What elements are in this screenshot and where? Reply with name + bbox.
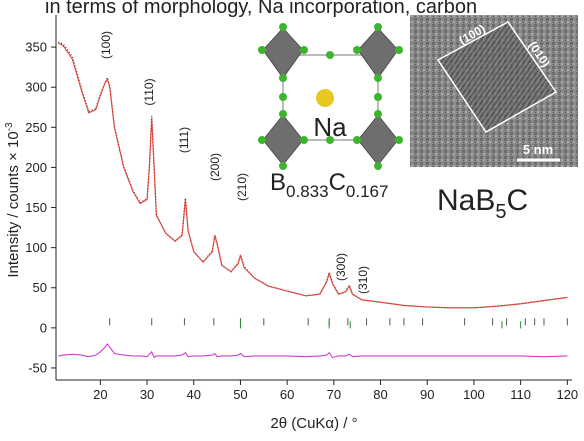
y-label-text: Intensity / counts × 10 — [5, 131, 22, 277]
x-tick-label: 100 — [463, 387, 485, 402]
subscript: 0.833 — [286, 182, 329, 201]
peak-label: (300) — [334, 253, 348, 281]
element: B — [270, 169, 286, 196]
y-tick-label: -50 — [28, 360, 47, 375]
peak-label: (100) — [99, 31, 113, 59]
compound-part: C — [506, 184, 528, 217]
x-axis-label: 2θ (CuKα) / ° — [270, 415, 357, 432]
y-label-exp: -3 — [4, 122, 15, 131]
y-tick-label: 150 — [25, 200, 47, 215]
peak-labels: (100) (110) (111) (200) (210) (300) (310… — [99, 31, 370, 294]
x-tick-label: 120 — [556, 387, 578, 402]
na-label: Na — [313, 112, 347, 142]
series-2 — [58, 344, 567, 358]
subscript: 5 — [495, 201, 506, 223]
compound-part: NaB — [437, 184, 495, 217]
na-atom — [316, 89, 334, 107]
peak-label: (210) — [235, 173, 249, 201]
y-tick-label: 300 — [25, 80, 47, 95]
x-tick-label: 20 — [93, 387, 107, 402]
x-tick-label: 30 — [140, 387, 154, 402]
subscript: 0.167 — [346, 182, 389, 201]
x-tick-label: 80 — [373, 387, 387, 402]
scale-label: 5 nm — [523, 142, 553, 157]
peak-label: (111) — [177, 127, 191, 153]
structure-inset: Na B0.833C0.167 — [258, 23, 403, 201]
x-tick-label: 40 — [187, 387, 201, 402]
x-tick-label: 60 — [280, 387, 294, 402]
y-tick-label: 250 — [25, 120, 47, 135]
y-axis-label: Intensity / counts × 10-3 — [4, 122, 22, 278]
peak-label: (200) — [208, 153, 222, 181]
x-tick-label: 70 — [327, 387, 341, 402]
chart: in terms of morphology, Na incorporation… — [0, 0, 584, 441]
x-tick-label: 110 — [510, 387, 531, 402]
formula: B0.833C0.167 — [270, 169, 388, 201]
y-tick-label: 50 — [33, 280, 47, 295]
y-tick-label: 0 — [40, 320, 47, 335]
peak-label: (110) — [142, 78, 156, 105]
tem-inset: (100) (010) 5 nm NaB5C — [410, 15, 578, 223]
x-tick-label: 50 — [233, 387, 247, 402]
x-tick-label: 90 — [420, 387, 434, 402]
element: C — [329, 169, 346, 196]
y-tick-label: 350 — [25, 40, 47, 55]
compound: NaB5C — [437, 184, 528, 223]
y-tick-label: 200 — [25, 160, 47, 175]
y-tick-label: 100 — [25, 240, 47, 255]
peak-label: (310) — [356, 266, 370, 294]
